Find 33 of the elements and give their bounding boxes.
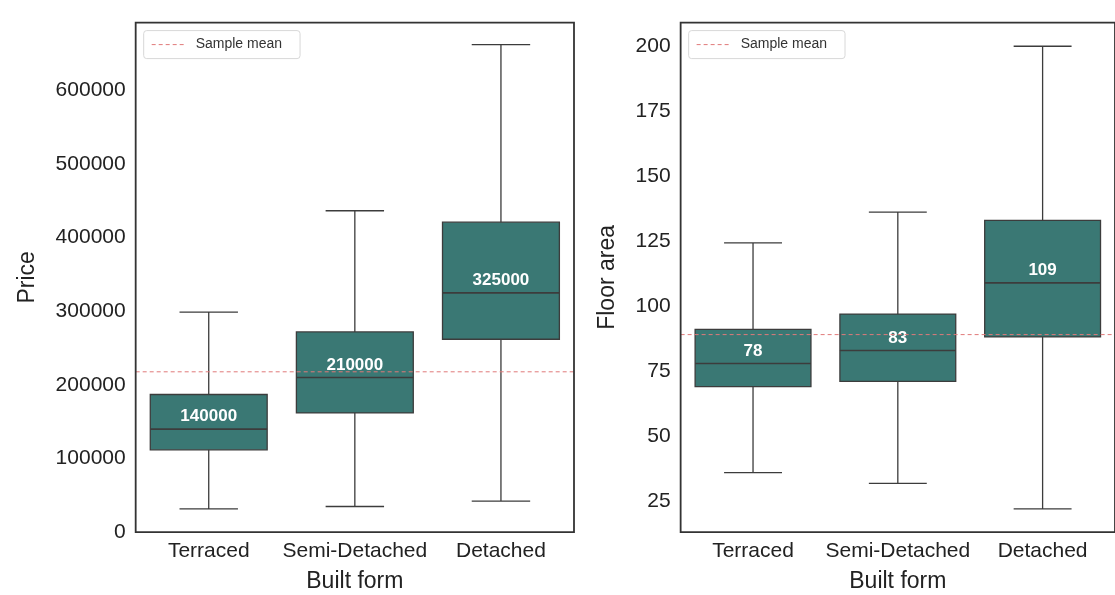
y-tick-label: 300000 [55, 298, 126, 322]
legend-label: Sample mean [195, 35, 283, 52]
y-tick-label: 200 [635, 33, 671, 57]
y-tick-label: 125 [635, 228, 671, 252]
y-tick-label: 500000 [55, 150, 126, 174]
y-tick-label: 25 [647, 488, 671, 512]
y-tick-label: 100000 [55, 445, 126, 469]
text: 140000 [180, 406, 238, 426]
y-tick-label: 100 [635, 293, 671, 317]
x-axis-title: Built form [849, 566, 947, 593]
y-tick-label: 50 [647, 423, 671, 447]
x-tick-label: Terraced [167, 537, 250, 561]
y-axis-title: Floor area [593, 224, 620, 330]
y-tick-label: 600000 [55, 77, 126, 101]
y-axis-title: Price [13, 251, 40, 304]
y-tick-label: 400000 [55, 224, 126, 248]
text: 78 [743, 340, 763, 360]
y-tick-label: 0 [113, 519, 126, 542]
x-axis-title: Built form [306, 566, 404, 593]
text: 325000 [472, 270, 530, 290]
y-tick-label: 75 [647, 358, 671, 382]
x-tick-label: Semi-Detached [825, 537, 971, 561]
text: 109 [1028, 260, 1057, 280]
legend-label: Sample mean [740, 35, 828, 52]
y-tick-label: 175 [635, 98, 671, 122]
y-tick-label: 200000 [55, 371, 126, 395]
text: 83 [888, 327, 908, 347]
x-tick-label: Semi-Detached [282, 537, 428, 561]
x-tick-label: Detached [997, 537, 1088, 561]
x-tick-label: Terraced [712, 537, 794, 561]
x-tick-label: Detached [455, 537, 546, 561]
text: 210000 [326, 354, 384, 374]
y-tick-label: 150 [635, 163, 671, 187]
